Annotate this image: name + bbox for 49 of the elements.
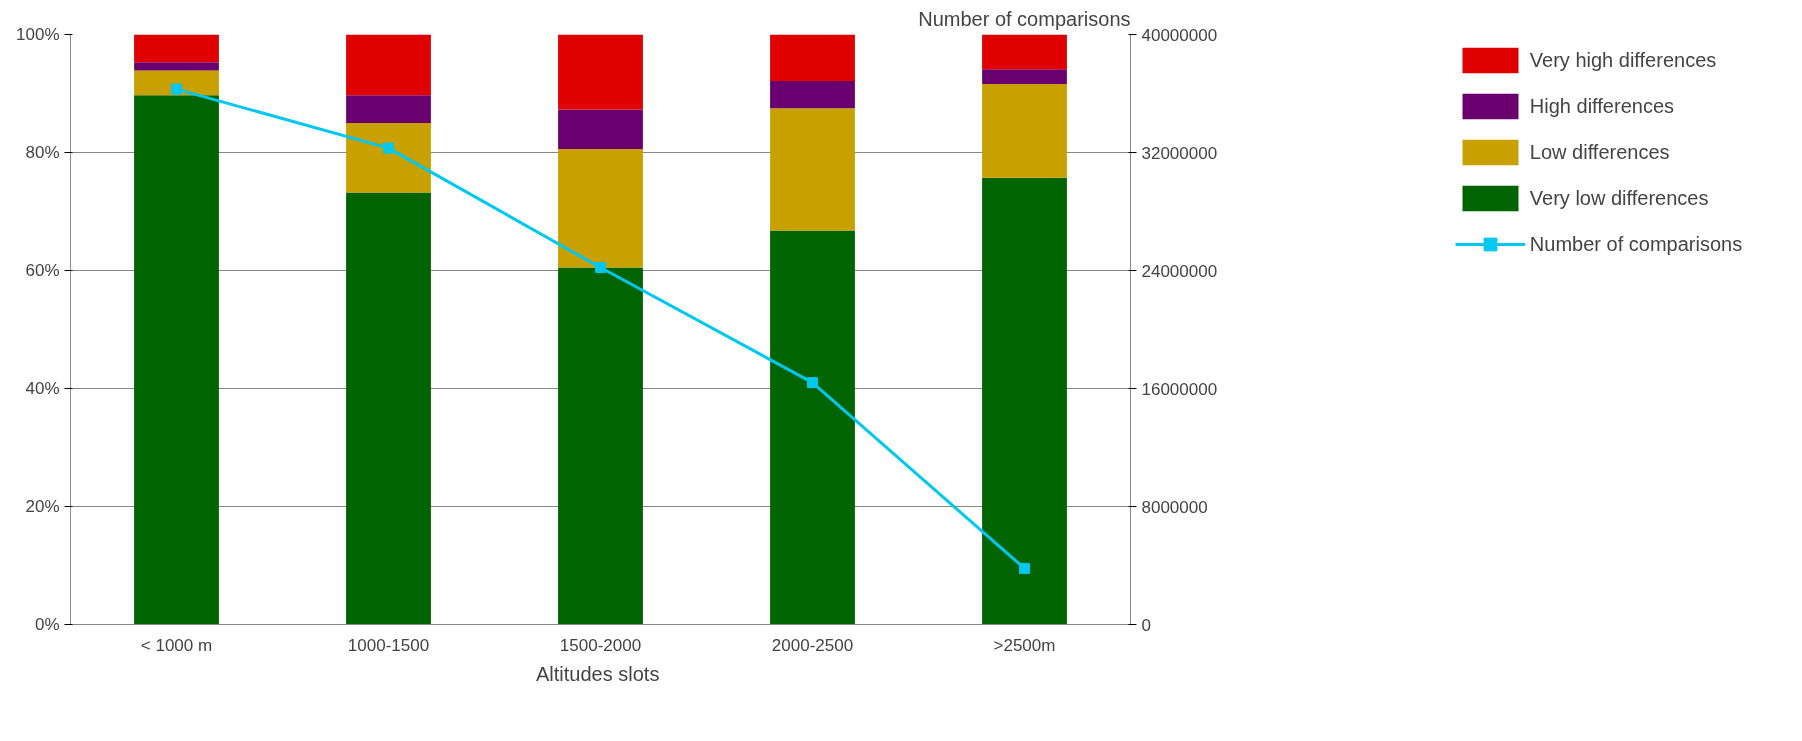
x-tick-label: 1500-2000: [559, 635, 642, 655]
bar: [346, 192, 431, 625]
y-tick-label: 60%: [25, 261, 60, 280]
bar: [770, 81, 855, 109]
point: [171, 83, 182, 95]
y2-tick-label: 0: [1141, 615, 1151, 635]
y-tick-label: 20%: [25, 497, 60, 516]
bar: [134, 70, 219, 96]
y2-tick-label: 32000000: [1141, 143, 1218, 163]
y2-tick-label: 16000000: [1141, 379, 1218, 399]
bar: [770, 34, 855, 82]
point: [807, 377, 818, 389]
bar: [982, 69, 1067, 85]
y2-tick-label: 24000000: [1141, 261, 1218, 281]
y2-tick-label: 40000000: [1141, 25, 1218, 45]
legend-label: Low differences: [1529, 140, 1670, 164]
y-tick-label: 100%: [16, 25, 60, 44]
bar: [558, 109, 643, 149]
y-tick-label: 40%: [25, 379, 60, 398]
x-tick-label: 1000-1500: [347, 635, 430, 655]
bar: [346, 95, 431, 123]
x-tick-label: 2000-2500: [771, 635, 854, 655]
x-tick-label: >2500m: [993, 635, 1056, 655]
bar: [770, 230, 855, 625]
x-tick-label: < 1000 m: [140, 635, 213, 655]
bar: [558, 267, 643, 625]
bar: [558, 34, 643, 110]
bar: [346, 123, 431, 193]
bar: [346, 34, 431, 96]
y-tick-label: 0%: [34, 615, 60, 634]
legend-label: High differences: [1529, 94, 1675, 118]
y-tick-label: 80%: [25, 143, 60, 162]
point: [595, 262, 606, 274]
bar: [770, 108, 855, 231]
legend-label: Very low differences: [1529, 186, 1709, 210]
point: [383, 142, 394, 154]
legend-label: Number of comparisons: [1529, 232, 1743, 256]
x-axis-title: Altitudes slots: [536, 662, 660, 685]
bar: [558, 148, 643, 268]
bar: [982, 84, 1067, 178]
bar: [982, 34, 1067, 70]
bar: [982, 177, 1067, 625]
bar: [134, 62, 219, 71]
legend-label: Very high differences: [1529, 48, 1717, 72]
y2-axis-title: Number of comparisons: [918, 7, 1131, 30]
bar: [134, 95, 219, 625]
point: [1019, 562, 1030, 574]
bar: [134, 34, 219, 63]
y2-tick-label: 8000000: [1141, 497, 1208, 517]
